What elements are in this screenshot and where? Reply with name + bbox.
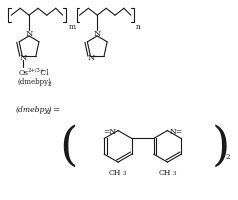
Text: Cl: Cl — [38, 69, 49, 77]
Text: =: = — [52, 105, 59, 113]
Text: (: ( — [60, 124, 78, 169]
Text: N: N — [94, 30, 101, 38]
Text: ): ) — [212, 124, 230, 169]
Text: 2+/3+: 2+/3+ — [28, 68, 45, 73]
Text: n: n — [136, 23, 141, 31]
Text: 2: 2 — [226, 152, 230, 160]
Text: 2: 2 — [47, 110, 50, 115]
Text: m: m — [69, 23, 76, 31]
Text: =N: =N — [103, 127, 116, 135]
Text: (dmebpy): (dmebpy) — [15, 105, 52, 113]
Text: Os: Os — [18, 69, 28, 77]
Text: (dmebpy): (dmebpy) — [17, 78, 51, 86]
Text: N=: N= — [169, 127, 183, 135]
Text: 3: 3 — [123, 170, 126, 175]
Text: CH: CH — [109, 168, 121, 176]
Text: 3: 3 — [172, 170, 176, 175]
Text: N: N — [88, 53, 95, 61]
Text: CH: CH — [158, 168, 171, 176]
Text: N: N — [20, 53, 27, 61]
Text: N: N — [25, 30, 33, 38]
Text: 2: 2 — [48, 81, 51, 86]
